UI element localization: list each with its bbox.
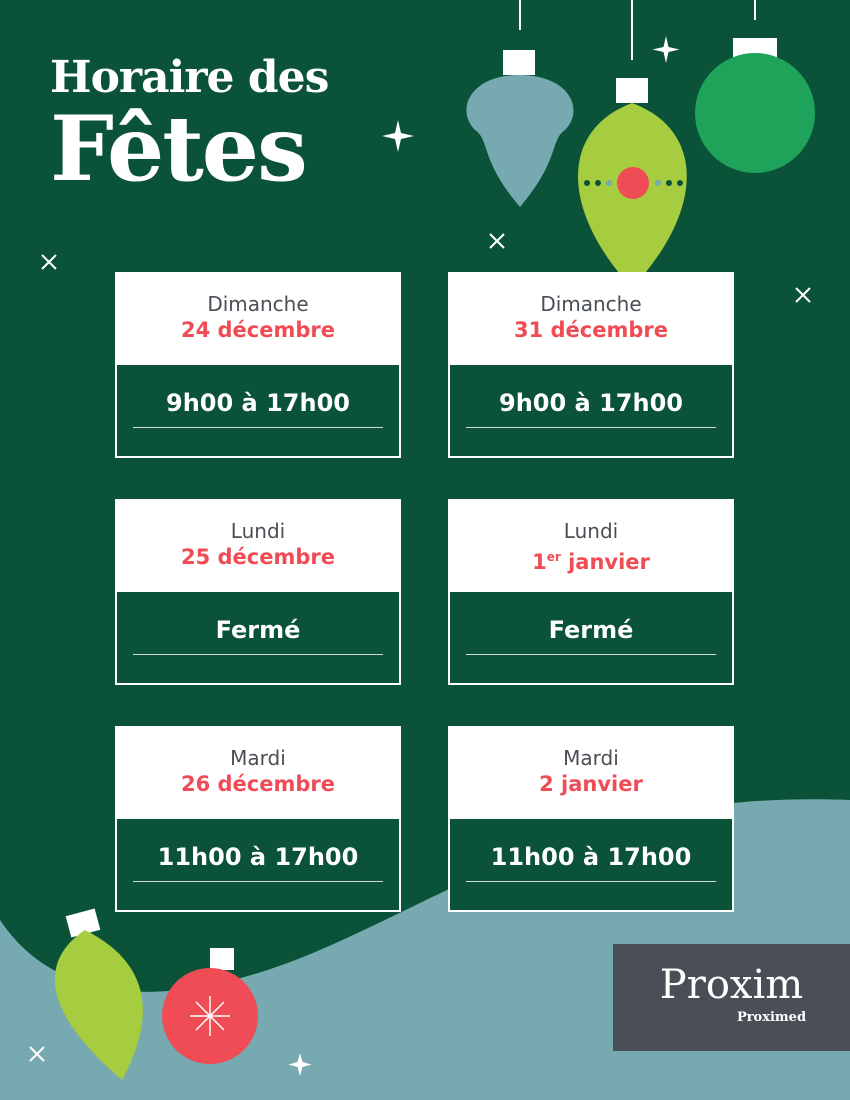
hours-label: 9h00 à 17h00 — [499, 389, 683, 417]
x-sparkle-icons — [29, 233, 811, 1062]
divider — [133, 654, 383, 655]
hours-label: Fermé — [215, 616, 301, 644]
ornament-lime-bottom-icon — [54, 908, 143, 1080]
schedule-card: Lundi 25 décembre Fermé — [115, 499, 401, 685]
date-label: 24 décembre — [180, 318, 335, 342]
day-label: Mardi — [230, 746, 286, 770]
divider — [133, 427, 383, 428]
day-label: Lundi — [563, 519, 619, 543]
date-label: 1er janvier — [532, 550, 650, 574]
date-label: 2 janvier — [539, 772, 643, 796]
hours-label: Fermé — [548, 616, 634, 644]
divider — [466, 654, 716, 655]
schedule-card: Dimanche 31 décembre 9h00 à 17h00 — [448, 272, 734, 458]
ornament-lime-icon — [578, 0, 687, 288]
date-label: 26 décembre — [180, 772, 335, 796]
day-label: Mardi — [563, 746, 619, 770]
divider — [466, 427, 716, 428]
divider — [133, 881, 383, 882]
title-line-1: Horaire des — [50, 52, 329, 103]
hours-label: 11h00 à 17h00 — [490, 843, 692, 871]
day-label: Lundi — [230, 519, 286, 543]
logo-sub-brand: Proximed — [736, 1010, 807, 1025]
divider — [466, 881, 716, 882]
ornament-red-bottom-icon — [162, 948, 258, 1064]
ornament-ball-icon — [695, 0, 815, 173]
ornament-teal-icon — [466, 0, 574, 207]
sparkle-icons — [288, 36, 680, 1076]
day-label: Dimanche — [207, 292, 309, 316]
hours-label: 9h00 à 17h00 — [166, 389, 350, 417]
page-title: Fêtes — [50, 96, 308, 202]
proxim-logo: Proxim Proximed — [613, 944, 850, 1051]
schedule-card: Mardi 2 janvier 11h00 à 17h00 — [448, 726, 734, 912]
schedule-card: Mardi 26 décembre 11h00 à 17h00 — [115, 726, 401, 912]
logo-brand: Proxim — [659, 962, 804, 1008]
hours-label: 11h00 à 17h00 — [157, 843, 359, 871]
date-label: 25 décembre — [180, 545, 335, 569]
schedule-card: Dimanche 24 décembre 9h00 à 17h00 — [115, 272, 401, 458]
schedule-card: Lundi 1er janvier Fermé — [448, 499, 734, 685]
day-label: Dimanche — [540, 292, 642, 316]
date-label: 31 décembre — [513, 318, 668, 342]
